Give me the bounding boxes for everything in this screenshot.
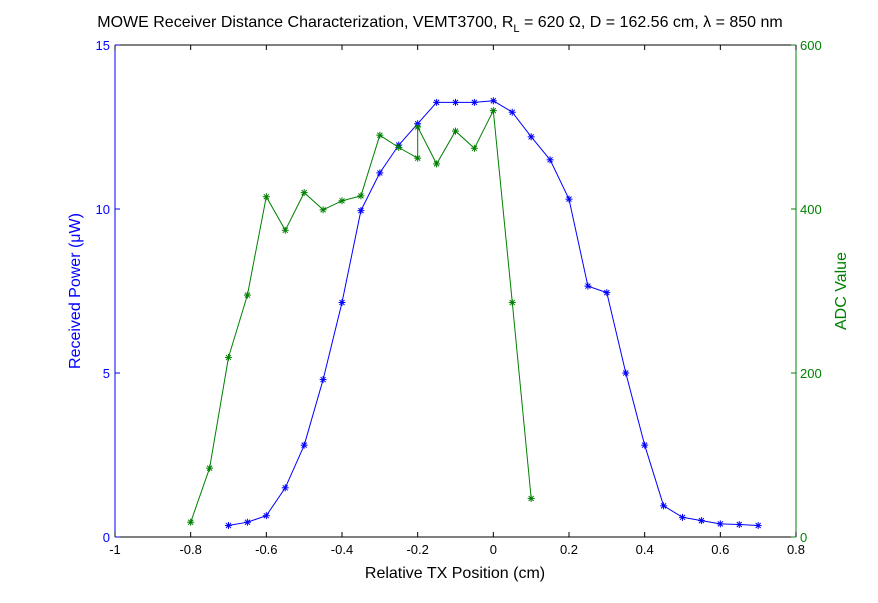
series-received-power-point (433, 98, 441, 106)
chart-title-subscript: L (513, 23, 519, 35)
series-received-power-point (565, 195, 573, 203)
y-right-tick-label: 600 (800, 38, 822, 53)
series-received-power-point (679, 513, 686, 521)
series-adc-value-point (225, 353, 232, 361)
y-right-tick-label: 200 (800, 366, 822, 381)
series-adc-value-point (319, 206, 327, 214)
series-adc-value-point (262, 193, 270, 201)
chart-title-part-c: = 850 nm (711, 14, 783, 31)
x-tick-label: 0.6 (711, 542, 729, 557)
series-received-power-point (716, 520, 724, 528)
chart-title-omega: Ω (569, 14, 581, 31)
series-received-power-point (735, 521, 743, 529)
series-adc-value-point (452, 127, 459, 135)
y-left-tick-label: 0 (103, 530, 110, 545)
series-received-power-point (281, 484, 289, 492)
series-received-power-point (243, 518, 251, 526)
chart-title-lambda: λ (703, 14, 711, 31)
series-received-power-point (357, 207, 365, 215)
y-right-tick-label: 0 (800, 530, 807, 545)
series-adc-value-line (190, 108, 532, 523)
x-tick-label: 0.2 (560, 542, 578, 557)
series-received-power-point (489, 97, 497, 105)
x-tick-label: -0.8 (179, 542, 201, 557)
series-adc-value-point (508, 298, 516, 306)
y-left-tick-label: 15 (96, 38, 110, 53)
series-adc-value-point (338, 197, 346, 205)
series-received-power-point (452, 98, 459, 106)
series-adc-value-point (187, 518, 195, 526)
series-received-power-point (527, 133, 535, 141)
series-adc-value-point (376, 131, 384, 139)
series-adc-value-point (414, 123, 422, 131)
series-received-power-point (338, 298, 346, 306)
series-adc-value-point (243, 291, 251, 299)
x-tick-label: -0.2 (406, 542, 428, 557)
series-received-power-point (546, 156, 554, 164)
x-tick-label: -0.4 (331, 542, 353, 557)
series-received-power-point (754, 522, 762, 530)
series-received-power-point (376, 169, 384, 177)
series-received-power-point (622, 369, 630, 377)
x-axis-label: Relative TX Position (cm) (365, 565, 545, 582)
series-received-power-point (470, 98, 478, 106)
chart-title: MOWE Receiver Distance Characterization,… (97, 14, 783, 35)
y-left-tick-label: 5 (103, 366, 110, 381)
y-axis-left-label-suffix: W) (67, 213, 84, 233)
series-adc-value-point (395, 144, 403, 151)
series-received-power-point (603, 289, 611, 297)
series-received-power-point (262, 512, 270, 520)
series-adc-value-point (206, 464, 214, 472)
y-axis-right-label: ADC Value (833, 252, 850, 330)
x-tick-label: 0 (490, 542, 497, 557)
series-received-power-point (300, 441, 308, 449)
series-adc-value-point (300, 189, 308, 197)
y-axis-left-label: Received Power (μW) (67, 213, 84, 369)
chart-title-part-b: , D = 162.56 cm, (581, 14, 703, 31)
series-adc-value-point (357, 192, 365, 200)
series-received-power-point (508, 108, 516, 116)
series-adc-value-point (433, 160, 441, 168)
series-received-power-point (641, 441, 649, 449)
series-received-power-point (319, 376, 327, 384)
series-adc-value-point (414, 154, 422, 162)
plot-area (115, 45, 796, 537)
y-axis-left-label-mu: μ (67, 233, 84, 242)
chart-title-main: MOWE Receiver Distance Characterization,… (97, 14, 513, 31)
series-adc-value-point (489, 107, 497, 115)
y-axis-left-label-prefix: Received Power ( (67, 242, 84, 369)
x-tick-label: -1 (109, 542, 121, 557)
x-tick-label: 0.4 (636, 542, 654, 557)
series-received-power-point (697, 517, 705, 525)
x-tick-label: -0.6 (255, 542, 277, 557)
y-right-tick-label: 400 (800, 202, 822, 217)
y-left-tick-label: 10 (96, 202, 110, 217)
x-tick-label: 0.8 (787, 542, 805, 557)
chart-title-part-a: = 620 (520, 14, 569, 31)
series-adc-value-point (470, 144, 478, 152)
series-received-power-point (225, 522, 232, 530)
series-received-power-point (660, 502, 668, 510)
series-received-power-point (584, 282, 592, 290)
series-adc-value-point (527, 494, 535, 502)
series-adc-value-point (281, 226, 289, 234)
